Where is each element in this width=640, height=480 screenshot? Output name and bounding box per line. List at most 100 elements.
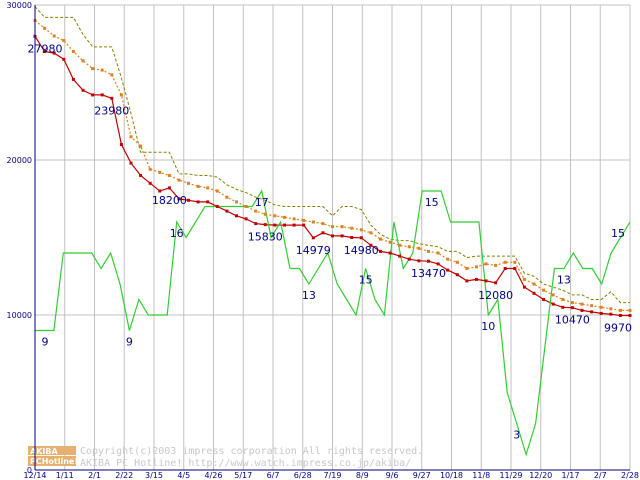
data-label-shops-15: 16 xyxy=(170,227,184,240)
x-tick-label-1-11: 1/11 xyxy=(56,471,74,480)
point-avg-1 xyxy=(43,26,47,30)
point-min-23 xyxy=(254,222,258,226)
point-min-58 xyxy=(590,310,594,314)
point-avg-52 xyxy=(532,282,536,286)
point-min-27 xyxy=(292,223,296,227)
point-min-53 xyxy=(542,298,546,301)
point-min-26 xyxy=(283,223,286,227)
point-min-4 xyxy=(71,77,75,81)
point-avg-40 xyxy=(417,246,421,250)
point-min-22 xyxy=(244,217,248,221)
x-tick-label-9-27: 9/27 xyxy=(413,471,431,480)
akiba-logo: AKIBA PCHotline! xyxy=(28,446,78,466)
point-avg-12 xyxy=(148,167,152,171)
data-label-shops-29: 13 xyxy=(302,289,316,302)
point-avg-16 xyxy=(187,181,190,185)
point-avg-34 xyxy=(359,228,363,232)
site-url-text: AKIBA PC Hotline! http://www.watch.impre… xyxy=(80,458,411,469)
point-avg-29 xyxy=(311,220,315,224)
data-label-min-56: 10470 xyxy=(555,314,590,327)
x-tick-label-4-5: 4/5 xyxy=(177,471,190,480)
x-tick-label-2-1: 2/1 xyxy=(88,471,101,480)
point-min-35 xyxy=(369,243,373,247)
point-min-43 xyxy=(446,268,450,272)
point-min-56 xyxy=(570,306,574,310)
y-tick-label-10000: 10000 xyxy=(7,311,32,320)
x-tick-label-10-18: 10/18 xyxy=(440,471,463,480)
point-avg-15 xyxy=(177,178,181,182)
point-min-61 xyxy=(618,314,622,317)
point-avg-14 xyxy=(167,174,171,177)
point-min-28 xyxy=(302,223,306,227)
point-min-36 xyxy=(379,249,382,253)
axes: 12/14 1/11 2/1 2/22 3/15 4/5 4/26 5/17 6/7 6/28 7/… xyxy=(7,1,639,480)
x-tick-label-8-9: 8/9 xyxy=(356,471,369,480)
point-avg-22 xyxy=(244,205,248,208)
point-avg-11 xyxy=(139,144,143,148)
point-avg-50 xyxy=(513,260,517,264)
data-label-shops-63: 15 xyxy=(611,227,625,240)
point-min-20 xyxy=(225,209,229,213)
data-label-shops-0: 9 xyxy=(42,336,49,349)
data-label-shops-10: 9 xyxy=(126,336,133,349)
point-min-7 xyxy=(100,93,104,97)
x-tick-label-6-28: 6/28 xyxy=(294,471,312,480)
point-avg-47 xyxy=(484,262,488,266)
point-avg-6 xyxy=(91,67,95,71)
data-labels: 27980 23980 18200 15830 14979 14980 13470 12080… xyxy=(28,42,633,441)
point-min-41 xyxy=(427,259,430,263)
point-avg-58 xyxy=(590,304,594,308)
point-avg-27 xyxy=(292,217,296,221)
point-min-12 xyxy=(148,181,152,185)
data-label-shops-56: 13 xyxy=(557,274,571,287)
point-avg-2 xyxy=(52,34,56,38)
point-avg-35 xyxy=(369,231,373,235)
point-avg-61 xyxy=(618,308,622,312)
point-min-18 xyxy=(206,200,210,204)
point-min-49 xyxy=(503,267,507,270)
y-tick-label-20000: 20000 xyxy=(7,156,32,165)
x-tick-label-12-20: 12/20 xyxy=(529,471,552,480)
point-min-10 xyxy=(129,161,133,165)
point-avg-45 xyxy=(465,267,469,270)
point-min-38 xyxy=(398,254,402,258)
point-min-39 xyxy=(407,257,411,261)
point-avg-42 xyxy=(436,251,440,255)
point-min-9 xyxy=(119,143,123,146)
point-min-15 xyxy=(177,197,181,201)
point-avg-44 xyxy=(455,260,459,264)
point-avg-59 xyxy=(599,305,603,309)
point-avg-62 xyxy=(628,308,632,312)
copyright-text: Copyright(c)2003 impress corporation All… xyxy=(80,446,423,457)
point-min-21 xyxy=(235,214,238,218)
point-min-30 xyxy=(321,231,325,235)
y-tick-label-0: 0 xyxy=(27,466,32,475)
x-tick-label-4-26: 4/26 xyxy=(205,471,223,480)
point-min-16 xyxy=(187,198,190,202)
data-label-min-34: 14980 xyxy=(344,244,379,257)
point-min-44 xyxy=(455,273,459,277)
data-label-min-8: 23980 xyxy=(94,104,129,117)
x-tick-label-6-7: 6/7 xyxy=(267,471,280,480)
point-avg-37 xyxy=(388,240,392,244)
x-tick-label-11-8: 11/8 xyxy=(472,471,490,480)
data-label-min-0: 27980 xyxy=(28,42,63,55)
data-label-shops-42: 15 xyxy=(425,196,439,209)
point-avg-26 xyxy=(283,215,286,219)
point-avg-57 xyxy=(580,302,584,306)
data-label-min-14: 18200 xyxy=(152,194,187,207)
point-min-40 xyxy=(417,259,421,263)
point-min-51 xyxy=(522,285,526,289)
data-label-shops-24: 17 xyxy=(255,196,269,209)
point-avg-39 xyxy=(407,245,411,249)
watermark: AKIBA PCHotline! Copyright(c)2003 impres… xyxy=(28,446,423,469)
x-tick-label-7-19: 7/19 xyxy=(324,471,342,480)
point-avg-51 xyxy=(522,277,526,281)
data-label-shops-51: 3 xyxy=(513,429,520,442)
point-avg-7 xyxy=(100,68,104,72)
point-min-3 xyxy=(62,57,66,61)
data-label-shops-35: 15 xyxy=(359,274,373,287)
point-avg-18 xyxy=(206,186,210,190)
point-min-52 xyxy=(532,291,536,295)
point-min-29 xyxy=(311,236,315,240)
